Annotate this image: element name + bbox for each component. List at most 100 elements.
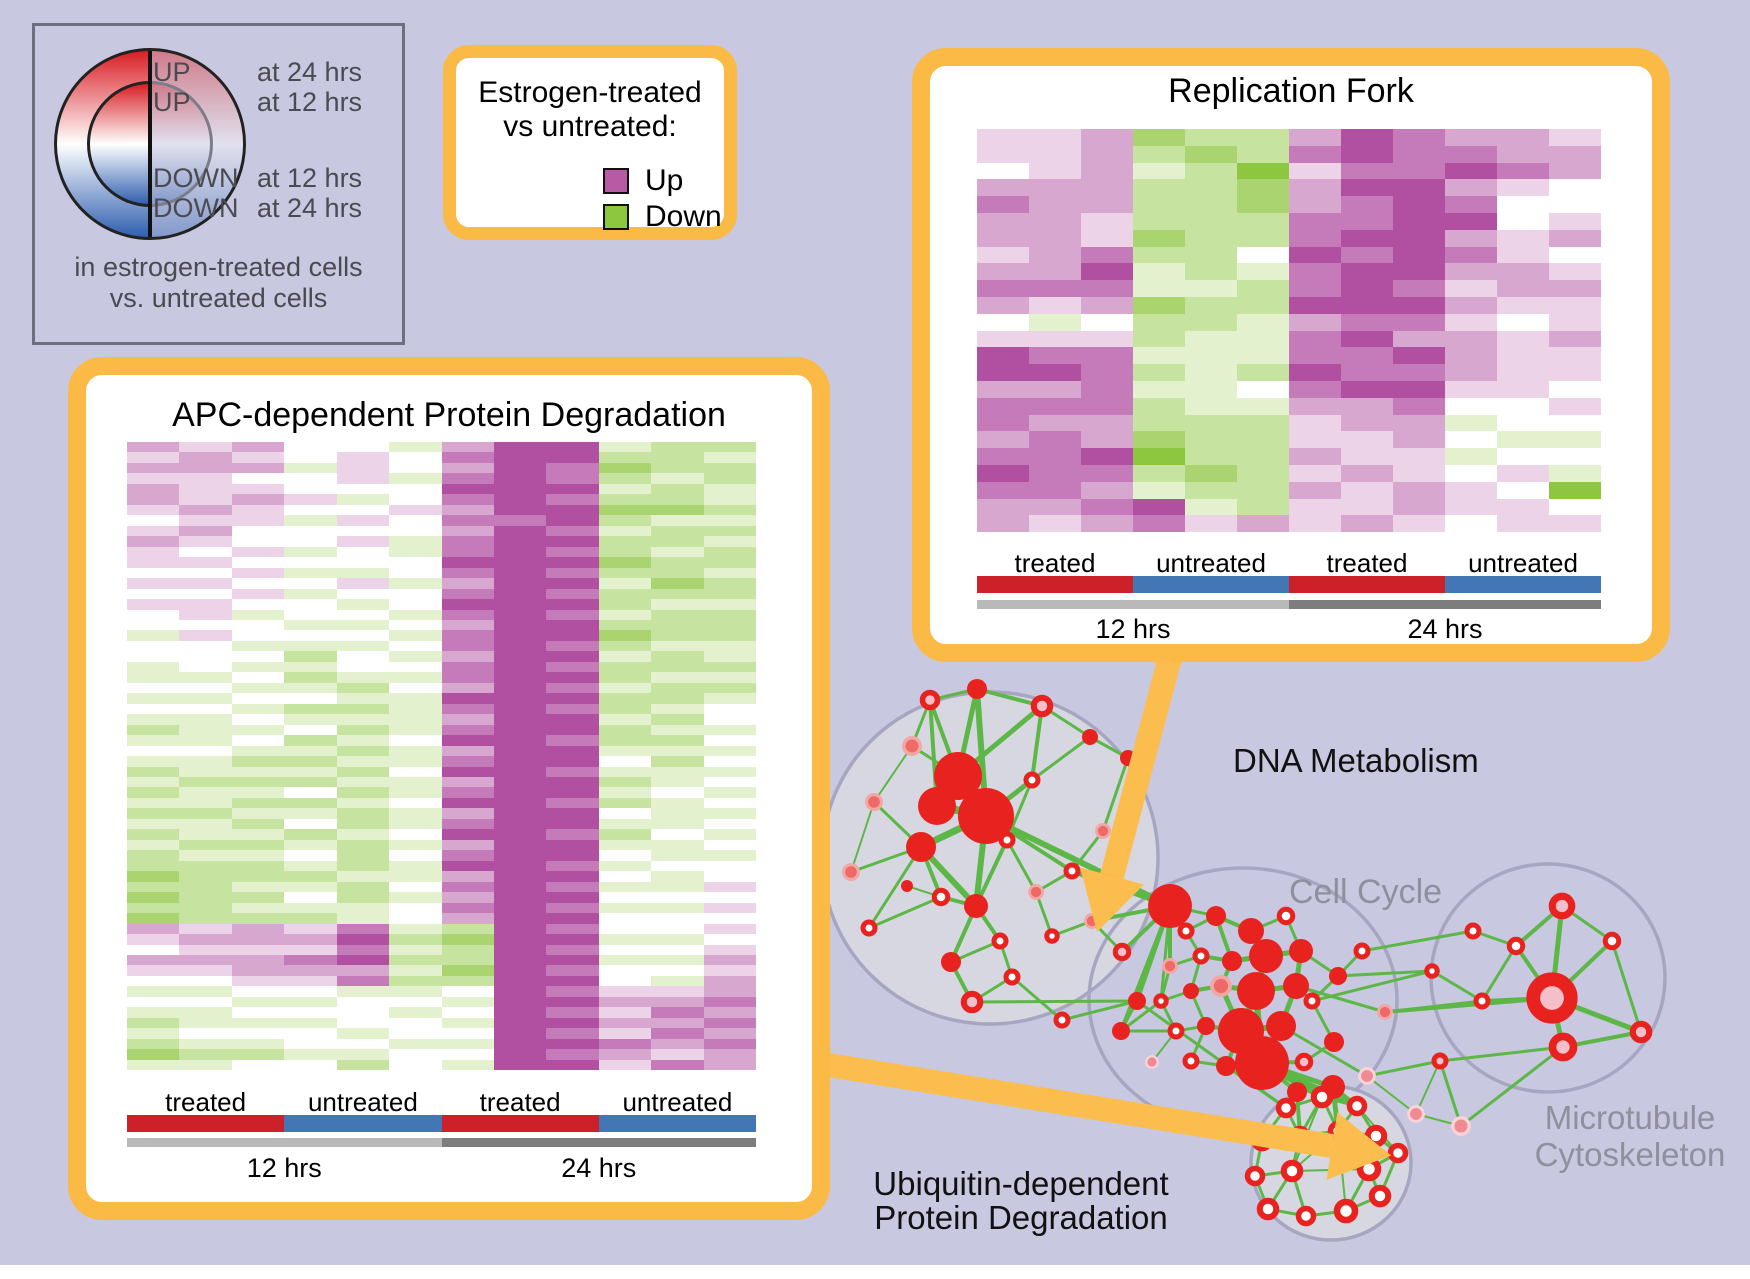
network-node-d14 [998,831,1016,849]
heatmap-cell [284,829,337,840]
heatmap-cell [1549,330,1601,348]
heatmap-cell [598,640,652,652]
network-edge [1460,1045,1564,1128]
heatmap-cell [1081,448,1133,465]
heatmap-cell [179,797,232,809]
heatmap-cell [1289,229,1341,247]
heatmap-cell [389,954,442,966]
heatmap-cell [1133,263,1185,281]
heatmap-cell [598,1028,652,1039]
heatmap-cell [336,902,390,914]
network-edge [1031,735,1091,782]
heatmap-cell [651,1049,704,1060]
heatmap-cell [651,860,704,872]
heatmap-cell [336,599,390,610]
heatmap-cell [1185,380,1237,398]
heatmap-cell [703,777,757,788]
heatmap-cell [1289,145,1341,163]
heatmap-cell [1341,212,1393,230]
heatmap-cell [703,829,757,840]
network-edge [971,999,1138,1004]
heatmap-cell [598,703,652,715]
heatmap-cell [703,494,757,505]
heatmap-cell [651,892,704,903]
updown-color-legend: Estrogen-treated vs untreated: Up Down [443,45,737,240]
heatmap-cell [598,661,652,673]
heatmap-cell [389,756,442,767]
heatmap-cell [493,462,547,474]
heatmap-cell [493,975,547,987]
heatmap-cell [1289,313,1341,331]
heatmap-cell [546,996,599,1008]
heatmap-cell [703,515,757,526]
heatmap-cell [493,619,547,631]
heatmap-row [127,777,757,788]
heatmap-cell [703,452,757,463]
flow-arrow-shaft-1 [814,1051,1334,1158]
heatmap-cell [179,483,232,495]
legend-item-up: Up [603,164,683,198]
heatmap-cell [441,609,494,620]
heatmap-cell [598,923,652,935]
heatmap-cell [1237,414,1289,432]
heatmap-cell [231,536,285,547]
heatmap-cell [441,1049,494,1060]
heatmap-cell [703,588,757,600]
heatmap-cell [1393,313,1445,331]
heatmap-cell [231,515,285,526]
heatmap-cell [1081,179,1133,197]
heatmap-cell [1445,364,1497,381]
heatmap-cell [1445,145,1497,163]
treated-bar [127,1115,285,1132]
network-node-c25 [1329,967,1347,985]
heatmap-cell [703,651,757,662]
condition-labels: treated untreated treated untreated [127,1087,756,1118]
heatmap-cell [1393,263,1445,281]
heatmap-cell [284,944,337,955]
heatmap-row [127,934,757,945]
heatmap-cell [546,1049,599,1060]
network-node-c2 [1238,918,1264,944]
heatmap-cell [977,481,1029,499]
heatmap-cell [441,954,494,966]
heatmap-cell [231,599,285,610]
heatmap-cell [1341,145,1393,163]
heatmap-cell [231,693,285,704]
heatmap-row [127,996,757,1008]
network-node-m6 [1473,992,1491,1010]
heatmap-row [127,536,757,547]
heatmap-cell [546,661,599,673]
heatmap-cell [1029,397,1081,415]
heatmap-cell [179,599,232,610]
heatmap-cell [598,777,652,788]
untreated-bar [1445,576,1601,593]
heatmap-cell [977,498,1029,516]
heatmap-cell [231,567,285,579]
heatmap-cell [1029,296,1081,314]
heatmap-cell [1237,515,1289,533]
heatmap-cell [1341,364,1393,381]
heatmap-cell [441,777,494,788]
heatmap-cell [389,473,442,484]
heatmap-cell [284,787,337,798]
heatmap-cell [546,588,599,600]
heatmap-cell [389,724,442,736]
heatmap-cell [598,1038,652,1050]
heatmap-cell [1081,464,1133,482]
heatmap-cell [1341,380,1393,398]
heatmap-cell [1497,212,1549,230]
heatmap-cell [1029,313,1081,331]
network-node-c4 [1162,958,1178,974]
heatmap-row [977,129,1601,146]
heatmap-cell [127,735,180,746]
heatmap-cell [1237,129,1289,146]
heatmap-cell [703,1017,757,1029]
heatmap-cell [336,892,390,903]
heatmap-cell [977,448,1029,465]
heatmap-cell [651,619,704,631]
heatmap-cell [1497,313,1549,331]
heatmap-cell [1393,229,1445,247]
heatmap-cell [1393,280,1445,297]
heatmap-cell [1289,280,1341,297]
heatmap-cell [703,462,757,474]
